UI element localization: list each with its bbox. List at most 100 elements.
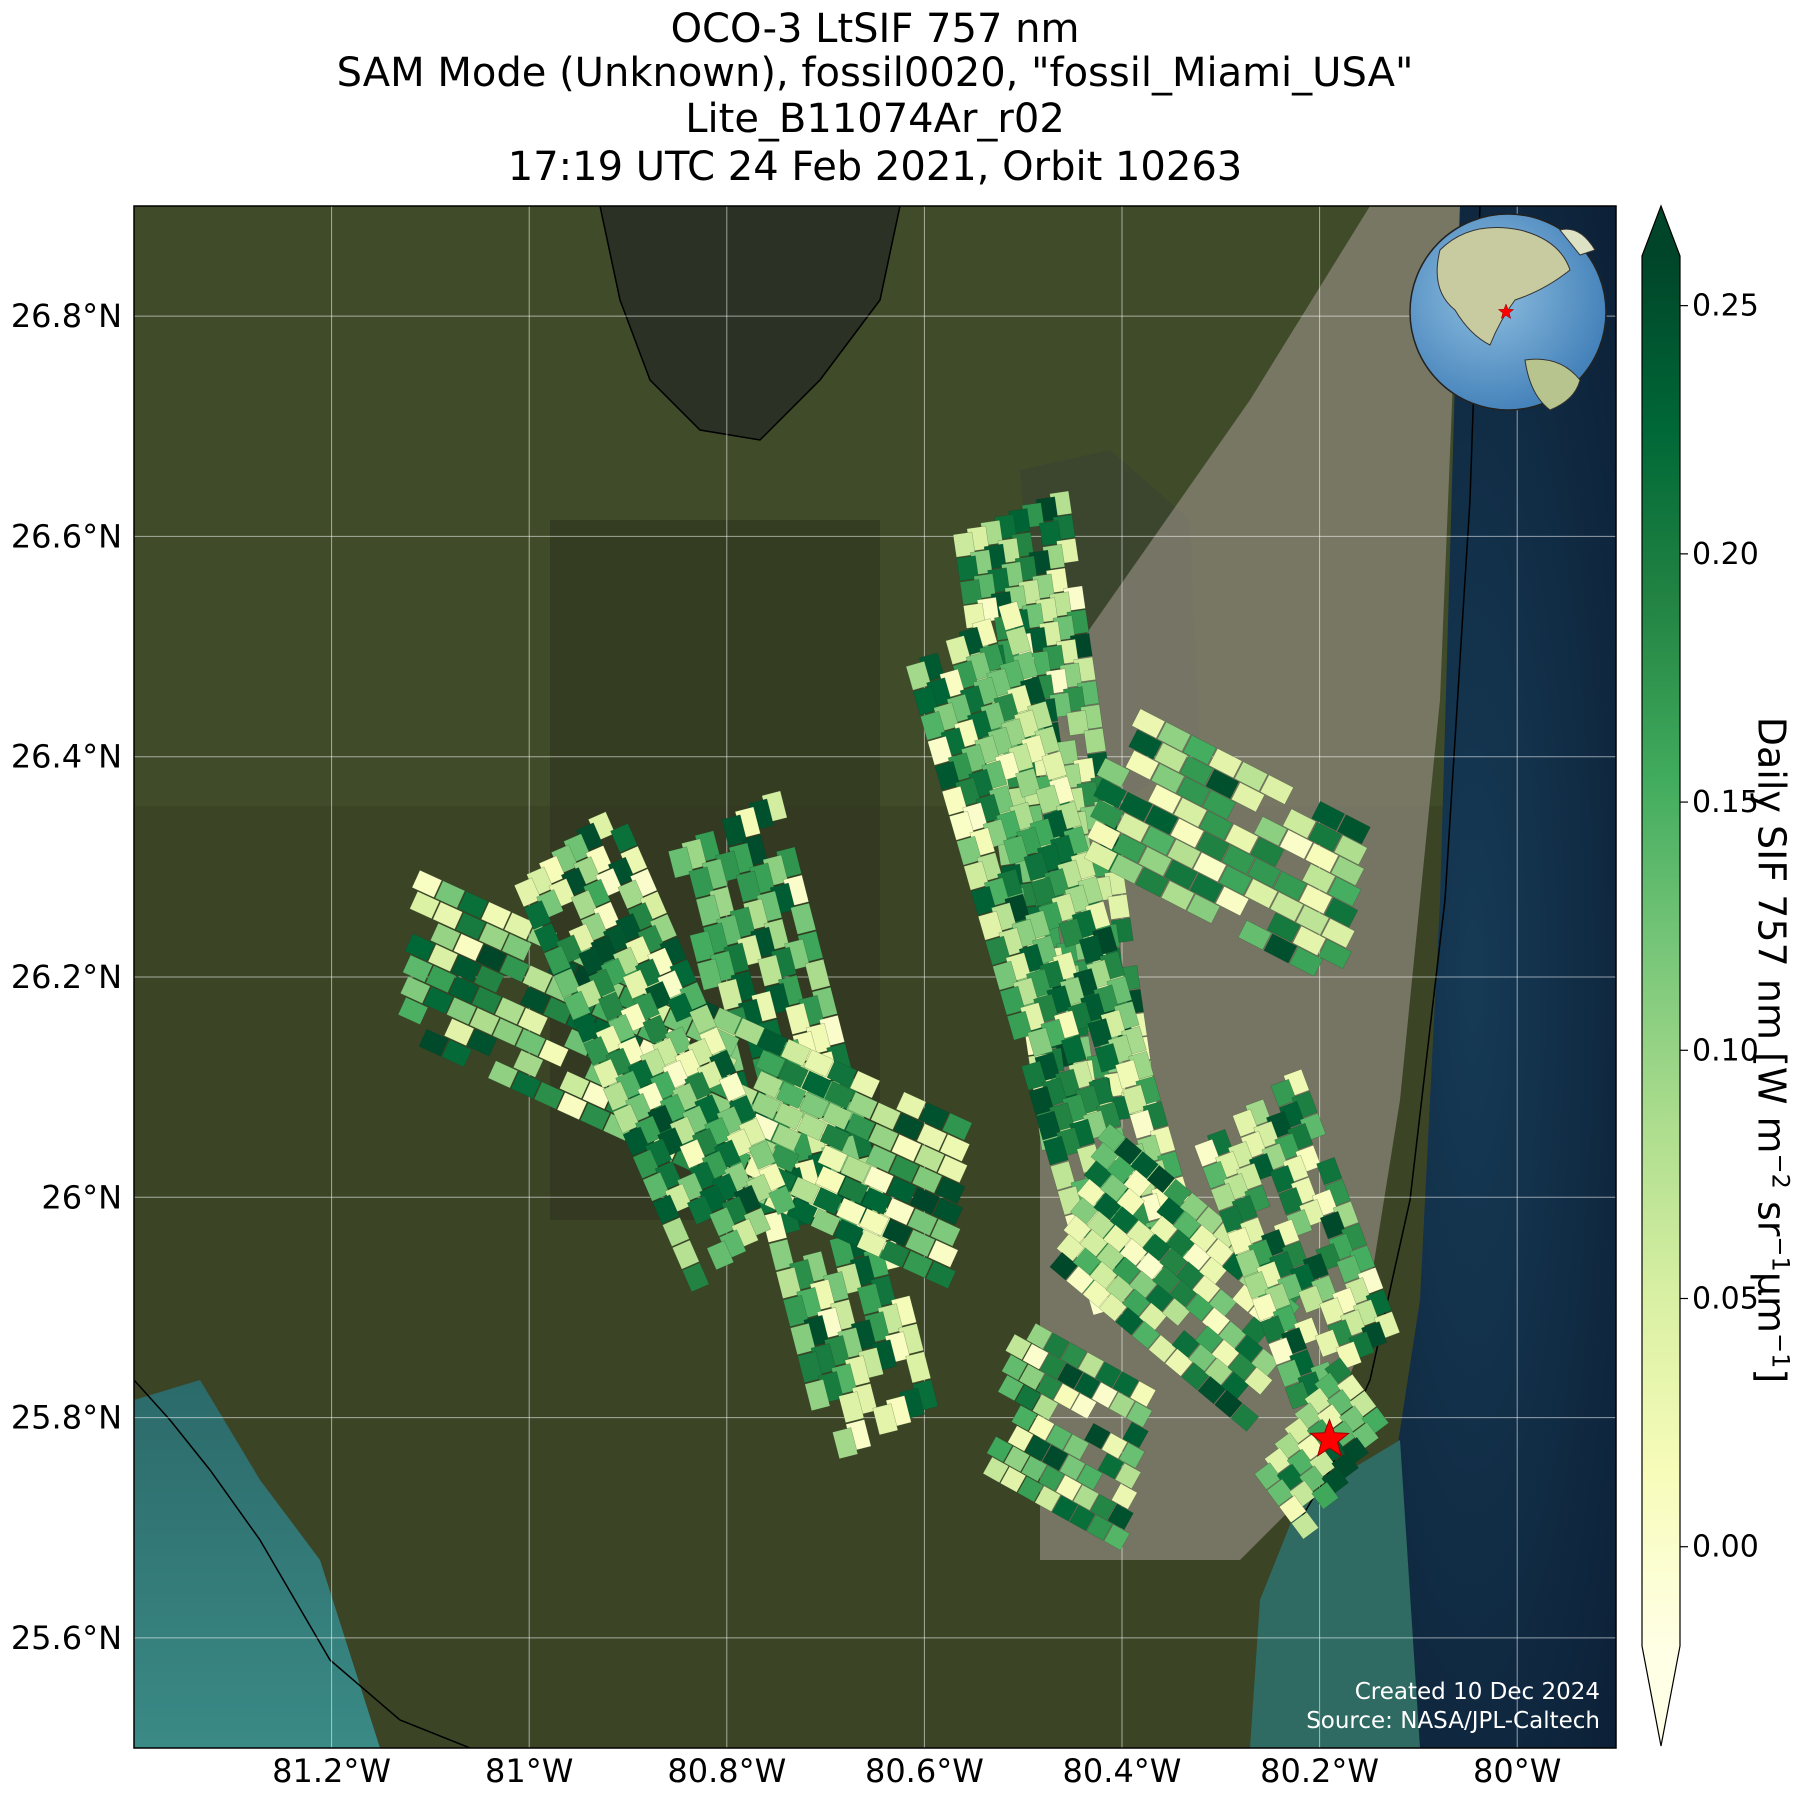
colorbar-tick-label: 0.15 xyxy=(1692,785,1759,820)
sif-footprint xyxy=(778,1060,809,1088)
sif-footprint xyxy=(478,922,509,951)
sif-footprint xyxy=(1042,1444,1069,1471)
sif-footprint xyxy=(886,1176,917,1205)
sif-footprint xyxy=(1070,1393,1097,1420)
sif-footprint xyxy=(642,1172,670,1202)
sif-footprint xyxy=(773,1102,804,1131)
sif-footprint xyxy=(487,1060,518,1089)
sif-footprint xyxy=(905,1351,931,1384)
sif-footprint xyxy=(1336,1255,1363,1284)
sif-footprint xyxy=(1318,939,1352,969)
sif-footprint xyxy=(1311,1481,1339,1510)
sif-footprint xyxy=(1115,1462,1142,1489)
sif-footprint xyxy=(1234,761,1268,792)
sif-footprint xyxy=(912,1165,943,1194)
sif-footprint xyxy=(1183,735,1217,765)
sif-footprint xyxy=(1295,905,1330,935)
sif-footprint xyxy=(907,1208,938,1236)
sif-footprint xyxy=(1224,823,1259,854)
sif-footprint xyxy=(1017,1476,1044,1503)
lat-tick-label: 25.8°N xyxy=(11,1399,122,1437)
sif-footprint xyxy=(517,1007,548,1036)
sif-footprint xyxy=(444,1018,475,1046)
sif-footprint xyxy=(757,1028,788,1057)
sif-footprint xyxy=(1227,1227,1254,1256)
sif-footprint xyxy=(998,601,1024,631)
sif-footprint xyxy=(952,531,976,558)
sif-footprint xyxy=(803,1049,834,1078)
sif-footprint xyxy=(1319,1297,1346,1326)
sif-footprint xyxy=(434,880,466,909)
sif-footprint xyxy=(1268,1337,1295,1366)
sif-footprint xyxy=(612,1104,641,1134)
longitude-tick-labels: 81.2°W 81°W 80.8°W 80.6°W 80.4°W 80.2°W 80°W xyxy=(272,1752,1561,1790)
sif-footprint xyxy=(1034,1485,1061,1512)
sif-footprint xyxy=(1130,1380,1156,1408)
sif-footprint xyxy=(1205,769,1239,799)
sif-footprint xyxy=(1066,1265,1095,1294)
sif-footprint xyxy=(514,877,542,908)
sif-footprint xyxy=(783,1295,809,1327)
sif-footprint xyxy=(939,1134,970,1162)
sif-footprint xyxy=(441,1039,472,1068)
sif-footprint xyxy=(1043,1332,1070,1359)
sif-footprint xyxy=(1122,1084,1148,1114)
colorbar-tick-label: 0.25 xyxy=(1692,289,1759,324)
sif-footprint xyxy=(522,965,553,993)
sif-footprint xyxy=(1202,1161,1229,1189)
biscayne-bay xyxy=(1250,1440,1420,1748)
sif-footprint xyxy=(1185,1293,1214,1322)
sif-footprint xyxy=(858,1208,890,1236)
sif-footprint xyxy=(1026,1323,1053,1350)
title-line-3: Lite_B11074Ar_r02 xyxy=(685,96,1065,142)
sif-footprint xyxy=(942,1112,973,1141)
sif-footprint xyxy=(1023,851,1050,882)
target-star-icon xyxy=(1309,1418,1350,1457)
sif-footprint xyxy=(1005,626,1032,656)
sif-footprint xyxy=(768,1239,795,1271)
sif-footprint xyxy=(909,1187,940,1215)
colorbar-body xyxy=(1642,256,1680,1646)
sif-footprint xyxy=(1061,1035,1087,1065)
sif-footprint xyxy=(1128,729,1162,760)
sif-footprint xyxy=(879,1240,910,1268)
sif-footprint xyxy=(919,1102,950,1130)
sif-footprint xyxy=(932,1197,963,1226)
colorbar-tick-label: 0.20 xyxy=(1692,537,1759,572)
inset-globe xyxy=(1409,213,1607,411)
sif-footprint xyxy=(695,894,722,927)
sif-footprint xyxy=(1073,1484,1099,1511)
sif-footprint xyxy=(1051,1495,1078,1522)
sif-footprint xyxy=(927,736,953,766)
sif-footprint xyxy=(1000,1466,1027,1493)
sif-footprint xyxy=(1238,920,1272,950)
sif-footprint xyxy=(1141,825,1176,856)
sif-footprint xyxy=(1208,748,1243,779)
sif-footprint xyxy=(533,922,562,953)
lon-tick-label: 80.6°W xyxy=(865,1752,984,1790)
sif-footprint xyxy=(780,1038,811,1067)
sif-footprint xyxy=(446,997,477,1025)
sif-footprint xyxy=(945,635,971,665)
globe-north-america xyxy=(1436,227,1571,346)
sif-footprint xyxy=(771,1123,802,1152)
sif-footprint xyxy=(916,1123,947,1152)
sif-footprint xyxy=(790,902,817,935)
sif-footprint xyxy=(1099,1293,1128,1322)
sif-footprint xyxy=(1282,808,1317,839)
lat-tick-label: 26.6°N xyxy=(11,517,122,555)
sif-footprint xyxy=(1148,1334,1177,1363)
sif-footprint xyxy=(688,866,715,899)
sif-footprint xyxy=(1103,1524,1130,1551)
colorbar-tick-label: 0.00 xyxy=(1692,1530,1759,1565)
sif-footprint xyxy=(481,901,512,930)
sif-footprint xyxy=(1053,1383,1080,1410)
sif-footprint xyxy=(430,923,461,951)
sif-footprint xyxy=(1144,805,1179,835)
sif-footprint xyxy=(425,965,456,993)
sif-footprint xyxy=(451,954,482,983)
sif-footprint xyxy=(1078,1352,1105,1379)
sif-footprint xyxy=(1011,1405,1038,1432)
sif-footprint xyxy=(775,1267,802,1299)
sif-footprint xyxy=(1090,799,1124,830)
